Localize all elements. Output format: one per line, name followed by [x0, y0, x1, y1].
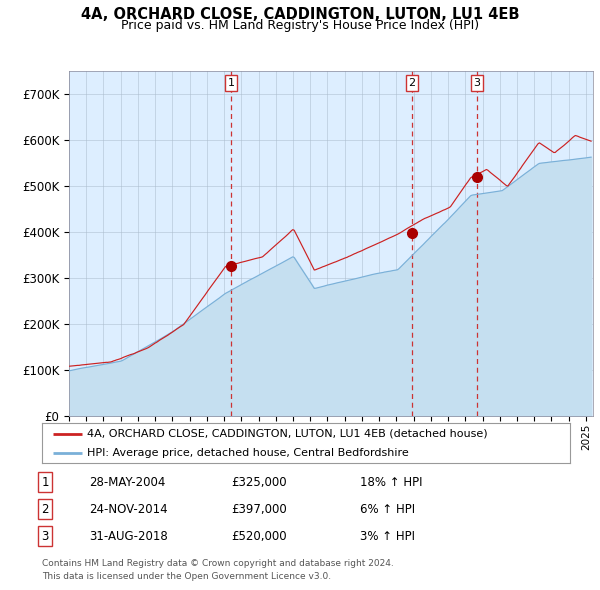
Text: 4A, ORCHARD CLOSE, CADDINGTON, LUTON, LU1 4EB: 4A, ORCHARD CLOSE, CADDINGTON, LUTON, LU…	[81, 7, 519, 22]
Text: £397,000: £397,000	[231, 503, 287, 516]
Text: 3% ↑ HPI: 3% ↑ HPI	[360, 530, 415, 543]
Text: Contains HM Land Registry data © Crown copyright and database right 2024.: Contains HM Land Registry data © Crown c…	[42, 559, 394, 568]
Text: 4A, ORCHARD CLOSE, CADDINGTON, LUTON, LU1 4EB (detached house): 4A, ORCHARD CLOSE, CADDINGTON, LUTON, LU…	[87, 429, 488, 439]
Text: 3: 3	[41, 530, 49, 543]
Text: 1: 1	[227, 78, 235, 88]
Text: HPI: Average price, detached house, Central Bedfordshire: HPI: Average price, detached house, Cent…	[87, 448, 409, 458]
Text: 24-NOV-2014: 24-NOV-2014	[89, 503, 167, 516]
Text: 6% ↑ HPI: 6% ↑ HPI	[360, 503, 415, 516]
Text: 3: 3	[473, 78, 481, 88]
Text: 2: 2	[41, 503, 49, 516]
Text: Price paid vs. HM Land Registry's House Price Index (HPI): Price paid vs. HM Land Registry's House …	[121, 19, 479, 32]
Text: 28-MAY-2004: 28-MAY-2004	[89, 476, 165, 489]
Text: 2: 2	[409, 78, 415, 88]
Text: £520,000: £520,000	[231, 530, 287, 543]
Text: 1: 1	[41, 476, 49, 489]
Text: £325,000: £325,000	[231, 476, 287, 489]
Text: This data is licensed under the Open Government Licence v3.0.: This data is licensed under the Open Gov…	[42, 572, 331, 581]
Text: 18% ↑ HPI: 18% ↑ HPI	[360, 476, 422, 489]
Text: 31-AUG-2018: 31-AUG-2018	[89, 530, 167, 543]
